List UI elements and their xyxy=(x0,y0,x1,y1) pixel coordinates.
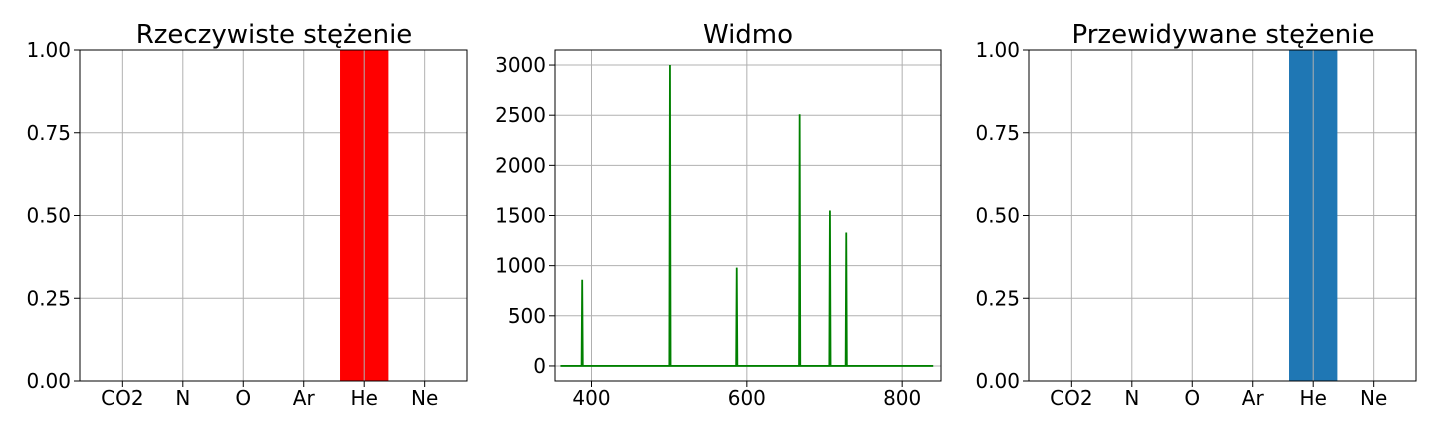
y-tick-label: 0 xyxy=(533,354,546,378)
chart-actual-concentration: Rzeczywiste stężenie 0.00 0.25 0.50 0.75 1.0… xyxy=(26,20,468,410)
x-tick-label: Ne xyxy=(411,386,438,410)
y-tick-label: 0.75 xyxy=(975,121,1020,145)
y-tick-label: 0.75 xyxy=(26,121,71,145)
x-tick-label: Ar xyxy=(293,386,316,410)
y-tick-label: 0.50 xyxy=(26,204,71,228)
y-tick-label: 1500 xyxy=(495,204,546,228)
y-tick-label: 1.00 xyxy=(975,38,1020,62)
chart-title: Rzeczywiste stężenie xyxy=(136,20,413,50)
y-tick-label: 2500 xyxy=(495,103,546,127)
x-tick-label: 600 xyxy=(728,386,766,410)
y-tick-label: 0.00 xyxy=(975,369,1020,393)
plot-frame xyxy=(79,49,468,382)
x-tick-label: O xyxy=(1184,386,1200,410)
y-tick-label: 1000 xyxy=(495,254,546,278)
x-tick-label: 400 xyxy=(572,386,610,410)
x-tick-label: N xyxy=(175,386,190,410)
x-tick-label: He xyxy=(351,386,378,410)
y-tick-label: 0.25 xyxy=(975,286,1020,310)
chart-predicted-concentration: Przewidywane stężenie 0.00 0.25 0.50 0.75 1.… xyxy=(975,20,1417,410)
x-tick-label: O xyxy=(235,386,251,410)
x-tick-label: CO2 xyxy=(101,386,143,410)
x-tick-label: He xyxy=(1300,386,1327,410)
x-tick-label: Ar xyxy=(1242,386,1265,410)
x-tick-label: 800 xyxy=(883,386,921,410)
x-tick-label: Ne xyxy=(1360,386,1387,410)
chart-spectrum: Widmo 0 500 1000 1500 2000 2500 3000 400 600 800 xyxy=(495,20,942,410)
x-tick-label: CO2 xyxy=(1050,386,1092,410)
plot-frame xyxy=(554,49,942,382)
y-tick-label: 0.00 xyxy=(26,369,71,393)
spectrum-line xyxy=(560,65,934,367)
y-tick-label: 0.25 xyxy=(26,286,71,310)
y-tick-label: 0.50 xyxy=(975,204,1020,228)
y-tick-label: 3000 xyxy=(495,53,546,77)
chart-title: Przewidywane stężenie xyxy=(1072,20,1375,50)
y-tick-label: 1.00 xyxy=(26,38,71,62)
plot-frame xyxy=(1028,49,1417,382)
y-tick-label: 500 xyxy=(508,304,546,328)
x-tick-label: N xyxy=(1124,386,1139,410)
chart-title: Widmo xyxy=(703,20,793,50)
y-tick-label: 2000 xyxy=(495,153,546,177)
